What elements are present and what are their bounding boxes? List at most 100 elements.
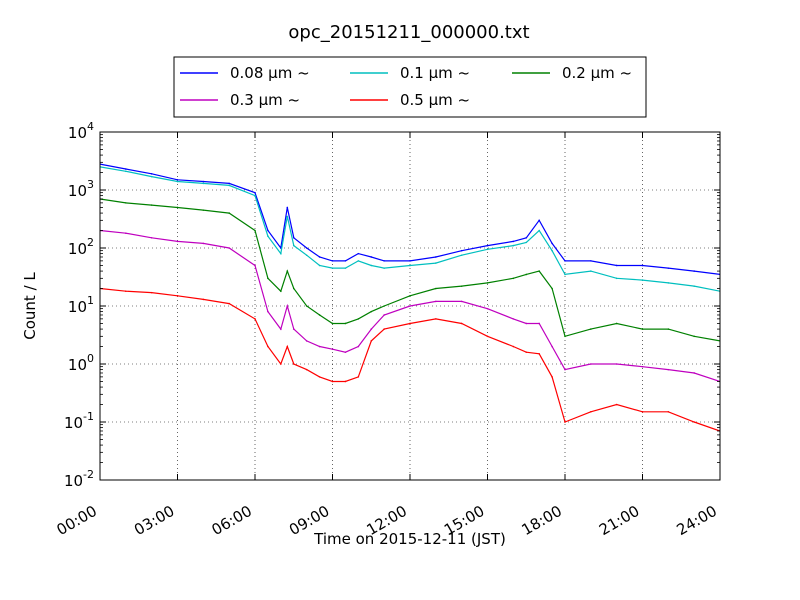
series-point-0	[383, 260, 385, 262]
series-point-0	[305, 247, 308, 249]
series-point-1	[667, 282, 670, 284]
series-point-3	[228, 247, 230, 249]
legend-frame	[173, 56, 647, 118]
series-point-1	[331, 267, 334, 269]
series-point-2	[551, 287, 553, 290]
series-point-4	[383, 328, 385, 330]
series-point-0	[615, 264, 618, 267]
series-point-3	[370, 328, 373, 330]
series-point-4	[486, 335, 489, 338]
y-axis-label: Count / L	[21, 272, 39, 340]
series-point-4	[176, 294, 179, 297]
series-point-4	[254, 318, 256, 320]
series-point-1	[538, 229, 540, 232]
legend-label-3: 0.3 μm ~	[230, 91, 300, 109]
series-point-4	[202, 298, 205, 301]
x-tick-label: 06:00	[209, 502, 255, 539]
series-point-3	[125, 232, 127, 234]
series-point-1	[383, 267, 385, 269]
series-point-3	[590, 363, 592, 365]
series-point-0	[292, 236, 295, 239]
series-point-4	[357, 376, 360, 378]
series-point-2	[641, 328, 644, 330]
series-point-3	[486, 307, 489, 310]
series-point-1	[564, 273, 566, 276]
series-point-4	[551, 376, 553, 378]
series-point-3	[667, 368, 670, 371]
x-tick-label: 00:00	[54, 502, 100, 539]
y-tick-label: 102	[68, 236, 94, 258]
series-point-3	[202, 242, 205, 245]
series-point-0	[460, 249, 463, 252]
series-point-4	[331, 380, 334, 383]
series-point-3	[318, 345, 321, 348]
series-point-2	[538, 270, 540, 272]
series-point-1	[176, 180, 179, 183]
x-tick-label: 21:00	[596, 502, 642, 539]
y-tick-label: 10-1	[64, 410, 94, 432]
series-point-4	[292, 363, 295, 365]
series-point-1	[460, 254, 463, 257]
series-point-2	[254, 229, 256, 232]
series-point-2	[409, 294, 411, 297]
series-point-3	[538, 322, 540, 325]
series-point-1	[590, 270, 592, 272]
series-point-4	[370, 340, 373, 342]
series-point-4	[150, 291, 153, 294]
series-point-3	[615, 363, 618, 365]
series-point-2	[486, 282, 489, 284]
series-point-3	[344, 351, 347, 353]
series-point-0	[125, 168, 127, 170]
series-point-4	[228, 302, 230, 305]
series-point-2	[435, 287, 437, 290]
series-point-3	[460, 300, 463, 303]
series-point-3	[512, 318, 515, 320]
series-point-1	[254, 194, 256, 197]
series-point-3	[409, 305, 411, 307]
series-point-1	[202, 182, 205, 185]
series-point-4	[409, 322, 411, 325]
series-point-3	[286, 305, 289, 307]
y-tick-label: 103	[68, 178, 94, 200]
series-point-1	[318, 264, 321, 267]
series-point-2	[590, 328, 592, 330]
legend-label-4: 0.5 μm ~	[400, 91, 470, 109]
legend-label-2: 0.2 μm ~	[562, 64, 632, 82]
series-point-2	[280, 290, 282, 292]
series-point-4	[267, 345, 269, 348]
series-point-2	[525, 273, 528, 276]
series-point-4	[460, 322, 463, 325]
series-point-2	[318, 314, 321, 316]
x-axis-label: Time on 2015-12-11 (JST)	[313, 530, 506, 548]
series-point-0	[150, 173, 153, 175]
series-point-0	[176, 178, 179, 181]
series-line-4	[100, 287, 720, 432]
series-point-3	[641, 365, 644, 368]
series-point-2	[305, 305, 308, 307]
x-tick-label: 03:00	[131, 502, 177, 539]
series-point-3	[357, 345, 360, 348]
series-point-3	[331, 348, 334, 350]
series-point-1	[693, 285, 695, 287]
series-point-4	[693, 421, 695, 423]
series-point-3	[292, 328, 295, 330]
series-point-0	[286, 206, 289, 209]
series-point-2	[564, 335, 566, 338]
series-point-1	[267, 235, 269, 237]
series-point-0	[357, 252, 360, 255]
series-point-1	[292, 244, 295, 247]
series-point-1	[615, 277, 618, 280]
series-point-2	[512, 277, 515, 280]
series-point-4	[125, 290, 127, 292]
series-point-0	[318, 256, 321, 258]
series-point-3	[383, 314, 385, 316]
x-tick-label: 24:00	[674, 502, 720, 539]
x-tick-label: 18:00	[519, 502, 565, 539]
series-point-0	[267, 229, 269, 232]
series-point-3	[176, 240, 179, 243]
series-point-4	[538, 352, 540, 355]
y-tick-label: 100	[68, 352, 94, 374]
series-point-3	[305, 340, 308, 342]
series-point-4	[305, 368, 308, 371]
series-point-2	[693, 335, 695, 338]
